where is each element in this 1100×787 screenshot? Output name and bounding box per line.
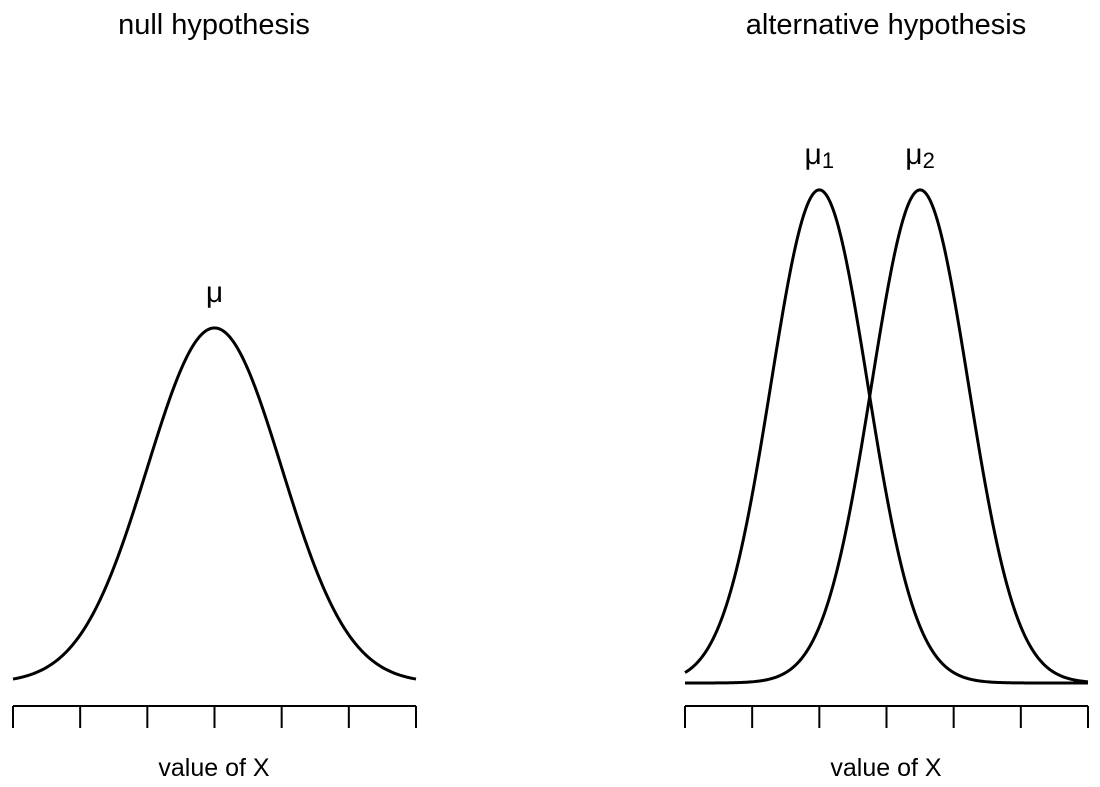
panel-title: alternative hypothesis	[746, 9, 1027, 41]
density-curve-1	[684, 188, 1089, 685]
x-axis-label: value of X	[158, 754, 270, 782]
mean-label: μ2	[905, 138, 935, 173]
alternative-hypothesis-panel: alternative hypothesis value of X μ1 μ2	[684, 9, 1089, 782]
panel-title: null hypothesis	[118, 9, 310, 41]
x-axis-label: value of X	[830, 754, 942, 782]
density-curve-1	[12, 326, 417, 681]
mean-label: μ	[206, 276, 223, 309]
null-hypothesis-panel: null hypothesis value of X μ	[12, 9, 417, 782]
mean-label: μ1	[805, 138, 835, 173]
density-curve-2	[684, 188, 1089, 685]
